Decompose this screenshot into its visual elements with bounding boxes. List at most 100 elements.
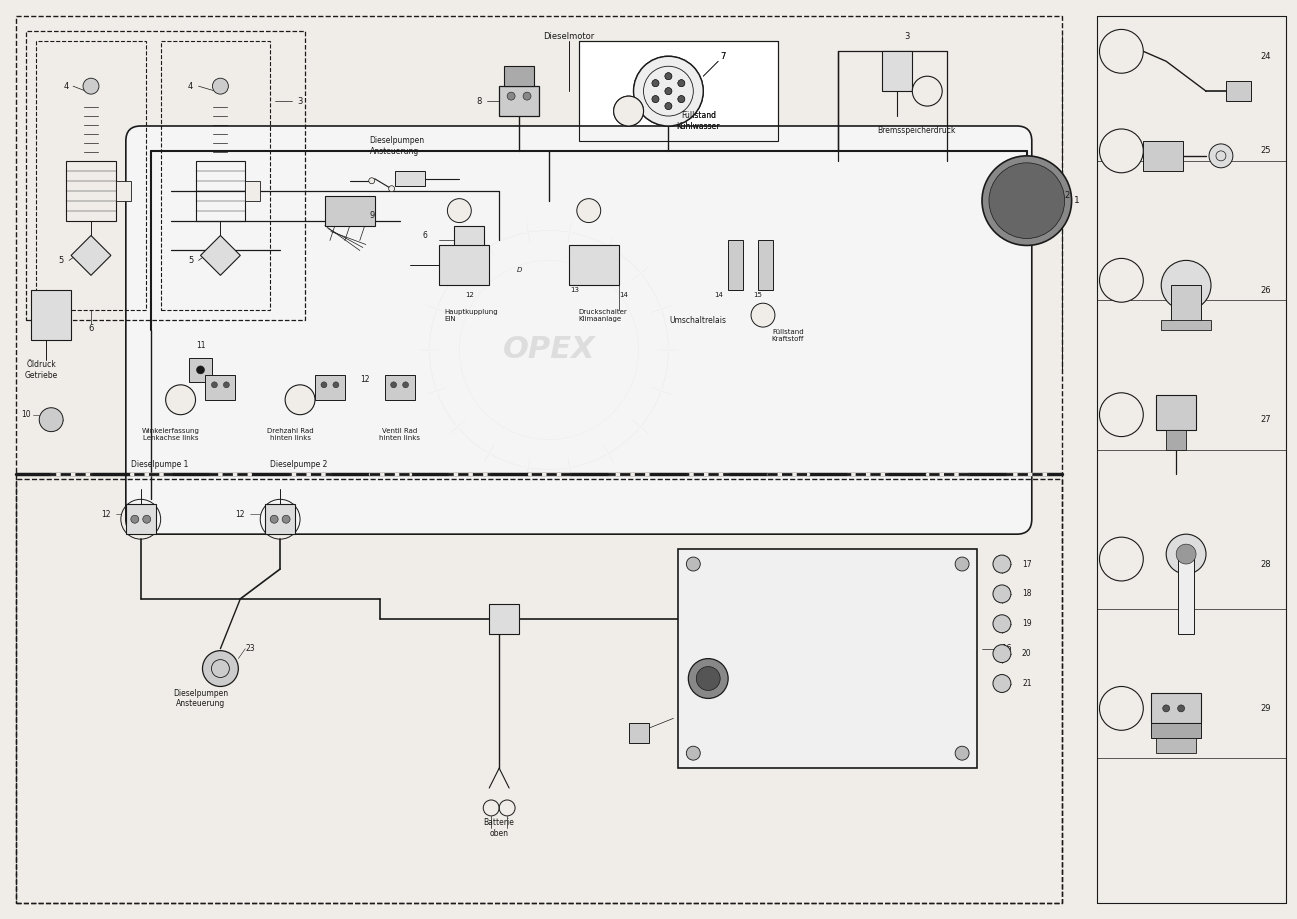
Circle shape (402, 382, 409, 388)
Text: 6: 6 (88, 323, 93, 333)
Circle shape (652, 96, 659, 103)
Bar (499, 86, 540, 116)
Polygon shape (71, 235, 112, 276)
Circle shape (447, 199, 471, 222)
Text: Dieselpumpe 1: Dieselpumpe 1 (131, 460, 188, 469)
Text: A: A (1118, 46, 1124, 56)
Text: F: F (1118, 703, 1124, 713)
Text: Drehzahl Rad
hinten links: Drehzahl Rad hinten links (267, 428, 314, 441)
Bar (629, 723, 648, 743)
Circle shape (1100, 258, 1143, 302)
Circle shape (613, 96, 643, 126)
Circle shape (665, 87, 672, 95)
Bar (1152, 694, 1201, 723)
Bar (1171, 285, 1201, 325)
Text: Bremsspeicherdruck: Bremsspeicherdruck (878, 127, 956, 135)
Circle shape (39, 408, 64, 432)
Circle shape (1100, 29, 1143, 74)
Circle shape (994, 675, 1010, 692)
Circle shape (665, 103, 672, 109)
Text: C: C (1118, 276, 1124, 285)
Bar (326, 196, 375, 225)
Text: Öldruck
Getriebe: Öldruck Getriebe (25, 360, 58, 380)
Circle shape (213, 78, 228, 94)
Circle shape (389, 186, 394, 192)
Circle shape (1178, 705, 1184, 712)
Circle shape (390, 382, 397, 388)
Text: 14: 14 (713, 292, 722, 299)
Text: 15: 15 (754, 292, 763, 299)
Circle shape (689, 659, 728, 698)
Circle shape (270, 516, 278, 523)
Text: 5: 5 (58, 255, 64, 265)
Circle shape (285, 385, 315, 414)
Text: Dieselmotor: Dieselmotor (543, 32, 594, 40)
Text: 21: 21 (1022, 679, 1031, 688)
Circle shape (678, 96, 685, 103)
Text: 6: 6 (422, 231, 427, 240)
Circle shape (665, 73, 672, 80)
Bar (31, 290, 71, 340)
Circle shape (1100, 686, 1143, 731)
Text: 3: 3 (297, 96, 302, 106)
Circle shape (955, 746, 969, 760)
Bar (454, 225, 484, 255)
Circle shape (994, 644, 1010, 663)
Text: Druckschalter
Klimaanlage: Druckschalter Klimaanlage (578, 309, 628, 322)
Text: 26: 26 (1261, 286, 1271, 295)
Bar (1156, 395, 1196, 430)
Bar (1156, 738, 1196, 754)
Text: A: A (457, 208, 462, 213)
Circle shape (211, 382, 218, 388)
Text: 27: 27 (1261, 415, 1271, 425)
Text: 23: 23 (245, 644, 256, 653)
Circle shape (202, 651, 239, 686)
Circle shape (678, 80, 685, 86)
Text: 22: 22 (634, 724, 643, 732)
Bar (196, 161, 245, 221)
Circle shape (678, 80, 685, 86)
Text: 12: 12 (464, 292, 473, 299)
Bar (1166, 430, 1185, 449)
Text: Dieselpumpen
Ansteuerung: Dieselpumpen Ansteuerung (173, 688, 228, 709)
Bar (678, 549, 977, 768)
Text: Batterie
oben: Batterie oben (484, 818, 515, 837)
Circle shape (652, 80, 659, 86)
Text: 5: 5 (188, 255, 193, 265)
Circle shape (994, 555, 1010, 573)
Circle shape (143, 516, 150, 523)
Text: Winkelerfassung
Lenkachse links: Winkelerfassung Lenkachse links (141, 428, 200, 441)
Circle shape (912, 76, 942, 106)
Circle shape (1100, 129, 1143, 173)
Bar (315, 375, 345, 400)
Text: D: D (625, 107, 632, 116)
Text: 3: 3 (904, 32, 910, 40)
Bar (728, 241, 743, 290)
Text: 13: 13 (569, 288, 578, 293)
Text: 12: 12 (361, 375, 370, 384)
Circle shape (1161, 260, 1211, 311)
Circle shape (197, 366, 205, 374)
Text: 2: 2 (1064, 191, 1069, 200)
Text: D: D (625, 107, 632, 116)
Bar (265, 505, 296, 534)
Circle shape (1176, 544, 1196, 564)
Bar (757, 241, 773, 290)
Text: 16: 16 (1001, 644, 1012, 653)
FancyBboxPatch shape (126, 126, 1032, 534)
Bar (1178, 554, 1195, 634)
Circle shape (994, 584, 1010, 603)
Bar (489, 604, 519, 634)
Circle shape (131, 516, 139, 523)
Circle shape (1100, 392, 1143, 437)
Circle shape (633, 56, 703, 126)
Bar (882, 51, 912, 91)
Bar (17, 17, 1062, 902)
Bar (36, 41, 145, 311)
Text: 24: 24 (1261, 51, 1271, 61)
Bar (440, 245, 489, 285)
Bar (578, 41, 778, 141)
Circle shape (652, 96, 659, 103)
Text: F: F (925, 86, 930, 96)
Circle shape (990, 163, 1065, 239)
